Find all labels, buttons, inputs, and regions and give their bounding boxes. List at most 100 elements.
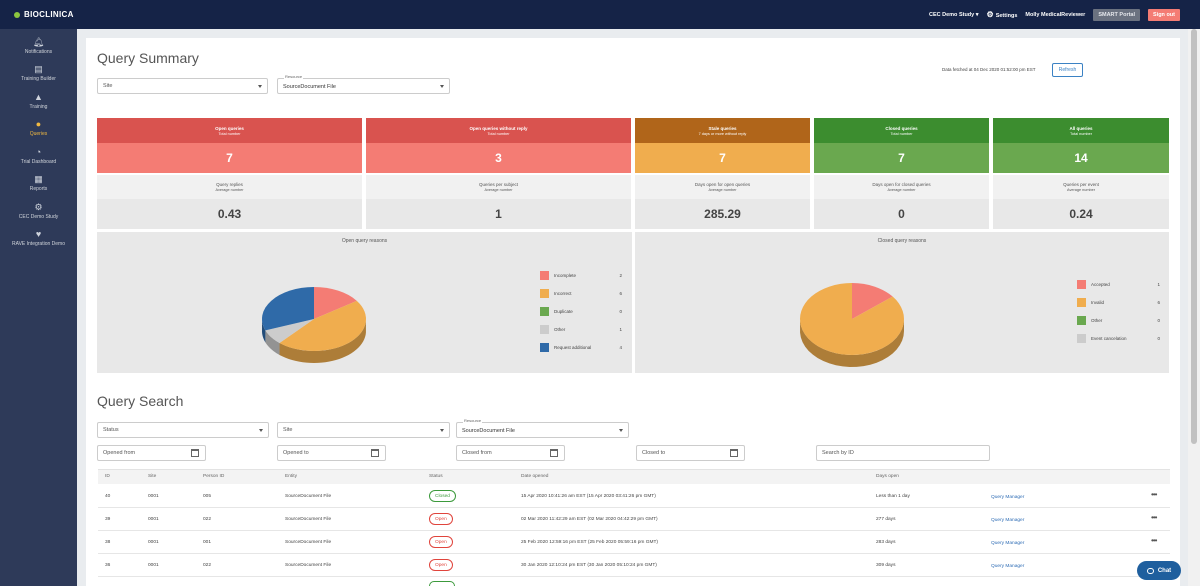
pie-slice-side [279,320,366,363]
sidebar-item-label: Queries [29,131,48,137]
column-header-id[interactable]: ID [105,474,110,479]
heart-icon: ♥ [35,229,42,239]
status-badge: Open [429,513,453,525]
pie-slice-incomplete[interactable] [314,287,357,319]
legend-item: Other 1 [540,324,622,334]
more-options-icon[interactable]: ••• [1151,513,1157,522]
sign-out-button[interactable]: Sign out [1148,8,1180,21]
brand-logo[interactable]: BIOCLINICA [14,10,74,19]
closed-from-input[interactable]: Closed from [456,445,565,461]
legend-swatch [1077,333,1086,343]
cell-person-id: 005 [203,494,212,499]
table-row[interactable]: 36 0001 022 SourceDocument File Open 30 … [98,554,1170,577]
calendar-icon[interactable] [550,449,558,457]
tile-subtitle: Total number [218,131,241,136]
sidebar-item-label: Training Builder [21,76,56,82]
legend-item: Request additional 4 [540,342,622,352]
more-options-icon[interactable]: ••• [1151,490,1157,499]
cell-entity: SourceDocument File [285,563,332,568]
chat-button[interactable]: Chat [1137,561,1181,580]
sidebar-item-rave-integration-demo[interactable]: ♥ RAVE Integration Demo [0,222,77,250]
pie-slice-incorrect[interactable] [279,300,366,351]
sidebar-item-queries[interactable]: ● Queries [0,112,77,140]
cell-site: 0001 [148,494,159,499]
search-by-id-input[interactable]: Search by ID [816,445,990,461]
column-header-date-opened[interactable]: Date opened [521,474,549,479]
smart-portal-button[interactable]: SMART Portal [1093,8,1140,21]
top-bar: BIOCLINICA CEC Demo Study ▾ ⚙ Settings Mo… [0,0,1200,29]
tile-subtitle: 7 days or more without reply [698,131,747,136]
status-select[interactable]: Status [97,422,269,438]
table-icon: ▦ [34,174,43,184]
table-row[interactable] [98,577,1170,586]
search-resource-select[interactable]: Resource SourceDocument File [456,418,629,438]
sidebar-item-label: Training [29,103,48,110]
all-queries-tile-header: All queries Total number [993,118,1169,143]
column-header-status[interactable]: Status [429,474,443,479]
column-header-entity[interactable]: Entity [285,474,297,479]
document-icon: ▤ [34,64,43,74]
opened-from-input[interactable]: Opened from [97,445,206,461]
cell-id: 38 [105,540,111,545]
chart-title: Open query reasons [341,238,388,244]
scrollbar-thumb[interactable] [1191,29,1197,444]
closed-to-input[interactable]: Closed to [636,445,745,461]
chat-bubble-icon [1146,567,1154,574]
sidebar-item-label: RAVE Integration Demo [12,241,65,247]
bell-icon: 🔔︎ [32,36,45,47]
table-row[interactable]: 39 0001 022 SourceDocument File Open 02 … [98,508,1170,531]
table-row[interactable]: 38 0001 001 SourceDocument File Open 25 … [98,531,1170,554]
graduation-cap-icon: ▲ [34,91,43,102]
column-header-days-open[interactable]: Days open [876,474,899,479]
legend-label: Other [554,326,566,332]
study-dropdown[interactable]: CEC Demo Study ▾ [929,12,979,18]
settings-label: Settings [995,13,1018,19]
calendar-icon[interactable] [371,449,379,457]
sidebar-item-training-builder[interactable]: ▤ Training Builder [0,57,77,85]
legend-value: 6 [619,290,622,296]
column-header-person-id[interactable]: Person ID [203,474,225,479]
user-name[interactable]: Molly MedicalReviewer [1025,11,1086,18]
query-search-title: Query Search [97,393,184,409]
cell-date-opened: 15 Apr 2020 10:41:26 am EST (15 Apr 2020… [521,494,656,499]
pie-slice-invalid[interactable] [800,283,904,355]
refresh-button[interactable]: Refresh [1052,63,1083,77]
query-manager-link[interactable]: Query Manager [991,541,1025,546]
page-scrollbar[interactable] [1188,29,1200,586]
status-badge [429,581,455,586]
pie-slice-other[interactable] [265,319,314,343]
sidebar-item-training[interactable]: ▲ Training [0,84,77,112]
table-row[interactable]: 40 0001 005 SourceDocument File Closed 1… [98,485,1170,508]
days-open-closed-value: 0 [814,199,989,229]
pie-slice-request-additional[interactable] [262,287,314,331]
column-header-site[interactable]: Site [148,474,157,479]
tile-subtitle: Total number [487,131,510,136]
summary-resource-select[interactable]: Resource SourceDocument File [277,74,450,94]
sidebar-item-trial-dashboard[interactable]: ◔ Trial Dashboard [0,139,77,167]
sidebar: 🔔︎ Notifications ▤ Training Builder ▲ Tr… [0,29,77,586]
calendar-icon[interactable] [191,449,199,457]
tile-title: Queries per subject [478,182,519,187]
sidebar-item-cec-demo-study[interactable]: ⚙ CEC Demo Study [0,194,77,222]
legend-value: 0 [619,308,622,314]
stale-queries-tile-header: Stale queries 7 days or more without rep… [635,118,810,143]
query-manager-link[interactable]: Query Manager [991,564,1025,569]
settings-link[interactable]: ⚙ Settings [987,10,1018,19]
select-value: Status [103,427,119,433]
closed-query-reasons-panel: Closed query reasons Accepted 1 Invalid … [635,232,1169,373]
sidebar-item-notifications[interactable]: 🔔︎ Notifications [0,29,77,57]
cell-entity: SourceDocument File [285,540,332,545]
queries-per-subject-tile-header: Queries per subject Average number [366,175,631,199]
summary-site-select[interactable]: Site [97,78,268,94]
pie-slice-accepted[interactable] [852,283,893,319]
legend-label: Event cancelation [1091,335,1127,341]
opened-to-input[interactable]: Opened to [277,445,386,461]
sidebar-item-reports[interactable]: ▦ Reports [0,167,77,195]
tile-subtitle: Average number [484,188,513,192]
cell-days-open: Less than 1 day [876,494,910,499]
search-site-select[interactable]: Site [277,422,450,438]
query-manager-link[interactable]: Query Manager [991,495,1025,500]
calendar-icon[interactable] [730,449,738,457]
more-options-icon[interactable]: ••• [1151,536,1157,545]
query-manager-link[interactable]: Query Manager [991,518,1025,523]
